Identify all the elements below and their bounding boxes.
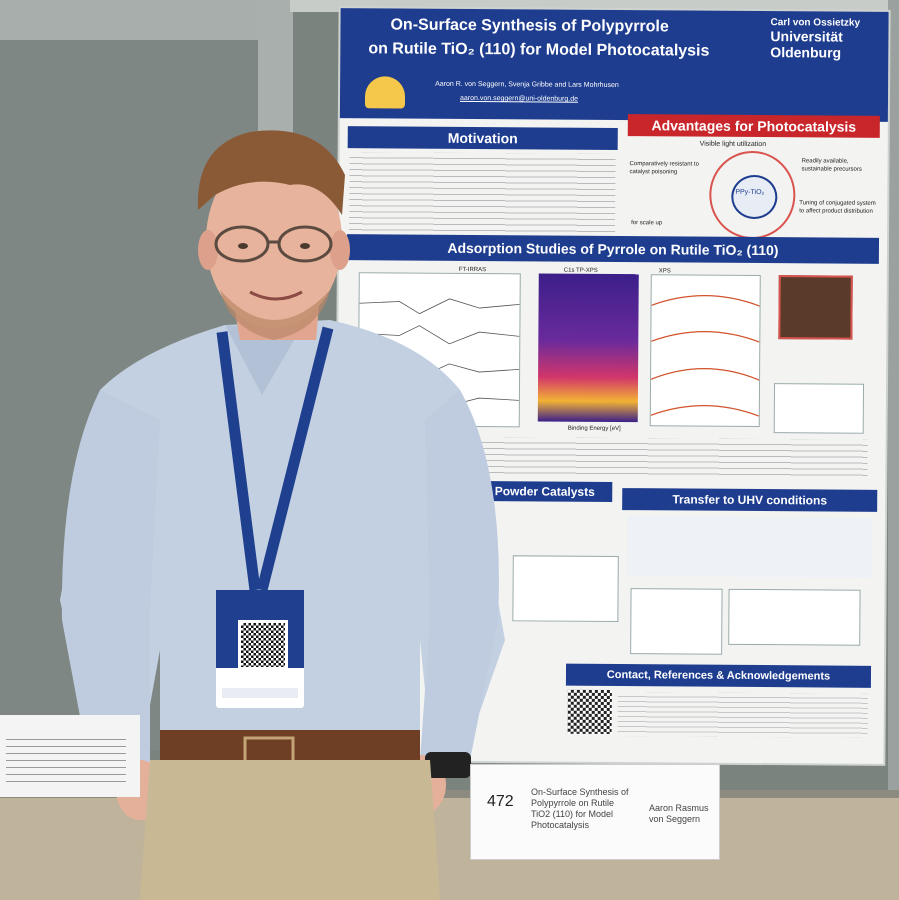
badge-logos bbox=[222, 688, 298, 698]
poster-number-placard: 472 On-Surface Synthesis of Polypyrrole … bbox=[470, 764, 720, 860]
conference-badge bbox=[216, 590, 304, 708]
placard-number: 472 bbox=[487, 793, 514, 810]
placard-presenter: Aaron Rasmus von Seggern bbox=[649, 803, 709, 824]
neighbor-placard-text bbox=[6, 733, 126, 783]
xps-traces bbox=[650, 295, 760, 417]
xps-plot bbox=[649, 274, 761, 428]
research-poster: On-Surface Synthesis of Polypyrrole on R… bbox=[335, 8, 889, 764]
neighbor-placard bbox=[0, 715, 140, 797]
placard-title: On-Surface Synthesis of Polypyrrole on R… bbox=[531, 787, 629, 830]
badge-qr-code bbox=[238, 620, 288, 670]
